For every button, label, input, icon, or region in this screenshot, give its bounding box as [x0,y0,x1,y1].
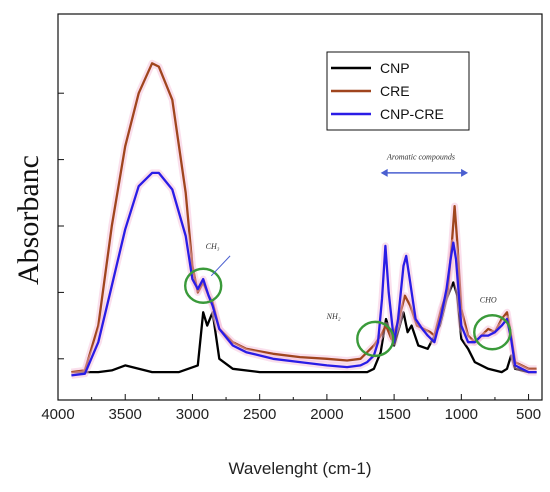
highlight-circle-3 [473,314,512,351]
series-line-cnp [71,281,537,374]
annotation-layer: CH₃ NH₂ Aromatic compounds CHO [183,153,512,358]
legend-label-cre: CRE [380,83,410,99]
annotation-label-1: CH₃ [206,242,220,251]
y-axis-title: Absorbanc [12,155,45,285]
highlight-circle-2 [356,320,395,358]
series-layer [70,59,537,379]
highlight-circle-1 [183,267,223,304]
annotation-label-4: CHO [480,295,497,304]
series-line-cnp-cre [71,171,537,377]
x-tick-label: 1000 [445,406,478,423]
y-axis [58,92,64,360]
annotation-label-3: Aromatic compounds [386,153,455,162]
x-axis-title: Wavelenght (cm-1) [229,459,372,478]
aromatic-arrow-right-head [461,168,469,177]
x-tick-label: 2000 [310,406,343,423]
x-tick-label: 1500 [377,406,410,423]
x-axis: 4000 3500 3000 2500 2000 1500 1000 500 [41,394,541,423]
plot-frame [57,13,543,401]
ch3-pointer-line [210,255,231,277]
series-glow-cnp-cre [70,169,537,379]
x-tick-label: 3500 [109,406,142,423]
aromatic-arrow-left-head [380,168,388,177]
x-tick-label: 4000 [41,406,74,423]
annotation-label-2: NH₂ [326,312,341,321]
x-tick-label: 2500 [243,406,276,423]
legend-label-cnp: CNP [380,60,410,76]
x-tick-label: 500 [516,406,541,423]
legend-label-cnp-cre: CNP-CRE [380,106,444,122]
legend: CNP CRE CNP-CRE [326,51,470,131]
x-tick-label: 3000 [176,406,209,423]
